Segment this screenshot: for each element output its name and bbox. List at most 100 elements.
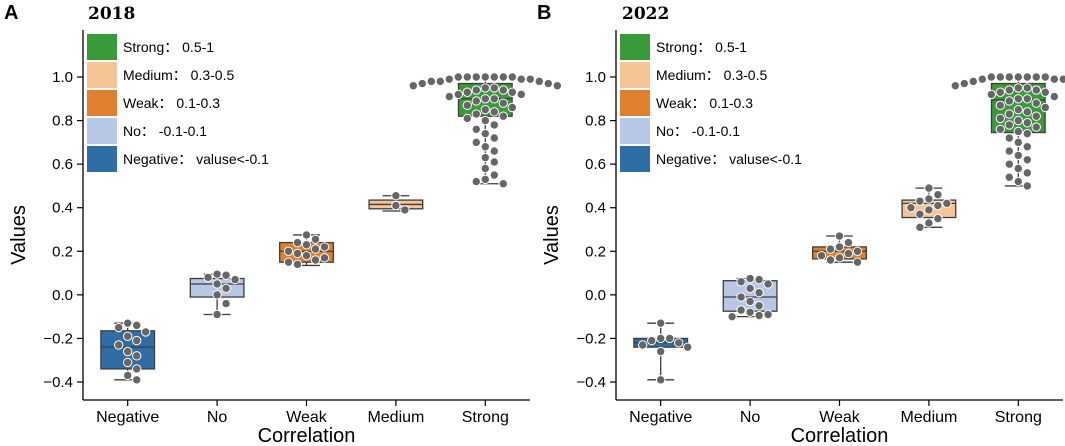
panel-a-strong-point — [489, 120, 499, 130]
panel-b-strong-point — [1013, 83, 1023, 93]
panel-b-weak-point — [852, 246, 863, 256]
panel-a-weak-point — [319, 253, 330, 263]
panel-b-weak-point — [834, 253, 845, 263]
panel-a-strong-point — [525, 74, 535, 84]
panel-b-legend-label-weak: Weak： 0.1-0.3 — [656, 95, 753, 111]
panel-b-no-point — [736, 292, 746, 302]
panel-a-no-point — [212, 309, 222, 320]
panel-a-strong-point — [471, 72, 481, 82]
panel-b-y-tick-label: 0.4 — [585, 200, 606, 217]
panel-b-legend-swatch-weak — [620, 90, 650, 116]
panel-a-weak-point — [283, 257, 294, 267]
panel-b-strong-point — [977, 74, 987, 84]
panel-a-no-point — [230, 274, 240, 285]
panel-a-strong-point — [489, 94, 499, 104]
panel-b-y-tick-label: 0.8 — [585, 113, 606, 130]
panel-a-x-tick-label-negative: Negative — [96, 409, 159, 426]
panel-a-y-tick-label: −0.2 — [43, 330, 73, 347]
panel-a-negative-point — [132, 351, 142, 361]
panel-a-strong-point — [489, 107, 499, 117]
panel-b-weak-point — [825, 244, 836, 254]
panel-a-y-tick-label: 0.4 — [52, 200, 73, 217]
panel-a-strong-point — [471, 109, 481, 119]
panel-b-strong-point — [1049, 74, 1060, 84]
panel-a-strong-point — [480, 174, 490, 185]
panel-b-strong-point — [1004, 120, 1014, 130]
panel-b-medium-point — [906, 203, 916, 213]
panel-b-strong-point — [1040, 72, 1051, 82]
panel-a-strong-point — [534, 76, 544, 87]
panel-a-negative-point — [123, 346, 133, 357]
panel-b-strong-point — [995, 87, 1005, 97]
panel-a-strong-point — [480, 163, 490, 174]
panel-a-strong-point — [462, 72, 472, 82]
panel-b-strong-point — [1013, 176, 1023, 187]
panel-a-medium-point — [391, 191, 401, 201]
panel-b-strong-point — [1022, 155, 1033, 165]
panel-b-strong-point — [1013, 72, 1023, 82]
panel-b-medium-point — [933, 200, 943, 211]
panel-a-strong-point — [471, 85, 481, 95]
panel-b-no-point — [745, 296, 755, 307]
panel-a-no-point — [221, 270, 231, 280]
panel-a-negative-point — [132, 375, 142, 385]
panel-a-negative-point — [123, 331, 133, 341]
panel-b-strong-point — [1022, 142, 1033, 152]
panel-b-strong-point — [1031, 111, 1042, 121]
panel-b-x-axis-label: Correlation — [791, 425, 889, 446]
panel-a-legend-swatch-no — [87, 118, 117, 144]
panel-b-strong-point — [1004, 172, 1014, 182]
panel-a-medium-point — [400, 205, 410, 215]
panel-b-negative-point — [656, 318, 666, 328]
panel-a-strong-point — [471, 176, 481, 187]
panel-b-strong-point — [1031, 98, 1042, 108]
panel-b-negative-point — [638, 340, 648, 350]
panel-a-strong-point — [462, 100, 472, 111]
panel-a-strong-point — [498, 179, 508, 189]
panel-b-strong-point — [968, 76, 978, 87]
panel-a-strong-point — [507, 102, 517, 113]
panel-b-y-tick-label: 0.6 — [585, 156, 606, 173]
panel-b-medium-point — [915, 196, 925, 206]
panel-b-strong-point — [995, 100, 1005, 111]
panel-b-weak-point — [816, 250, 827, 261]
panel-b-medium-point — [924, 183, 934, 193]
panel-a-x-tick-label-medium: Medium — [367, 409, 424, 426]
panel-b-legend-swatch-no — [620, 118, 650, 144]
panel-b-chart: −0.4 −0.2 0.0 0.2 0.4 0.6 0.8 1.0 Negative No Weak… — [541, 30, 1065, 446]
panel-b-strong-point — [1004, 96, 1014, 106]
panel-a-strong-point — [435, 76, 445, 87]
panel-b-no-point — [754, 310, 764, 321]
panel-b-strong-point — [959, 78, 969, 89]
panel-a-no-point — [212, 290, 222, 300]
panel-a-legend-swatch-strong — [87, 34, 117, 60]
panel-b-medium-point — [915, 222, 925, 233]
panel-b-strong-point — [1004, 85, 1014, 95]
panel-b-strong-point — [1058, 74, 1065, 84]
panel-b-strong-point — [986, 89, 996, 100]
panel-a-legend-label-medium: Medium： 0.3-0.5 — [123, 67, 234, 83]
panel-b-x-tick-label-strong: Strong — [995, 409, 1042, 426]
panel-a-strong-point — [480, 83, 490, 93]
panel-a-legend-label-negative: Negative： valuse<-0.1 — [123, 151, 269, 167]
panel-a-negative-point — [123, 357, 133, 368]
panel-a-strong-point — [489, 146, 499, 156]
panel-a-no-point — [212, 279, 222, 289]
panel-b-negative-point — [647, 335, 657, 346]
panel-b-strong-point — [1022, 118, 1033, 128]
panel-a-negative-point — [123, 318, 133, 328]
panel-a-strong-point — [552, 81, 562, 91]
panel-a-strong-point — [444, 91, 454, 102]
panel-a-no-point — [221, 298, 231, 309]
panel-a-strong-point — [489, 170, 499, 180]
panel-a-legend-label-no: No： -0.1-0.1 — [123, 123, 207, 139]
panel-a-strong-point — [408, 81, 418, 91]
panel-a-strong-point — [462, 87, 472, 97]
panel-b-strong-point — [995, 124, 1005, 134]
panel-a-strong-point — [471, 124, 481, 134]
panel-b-legend-label-negative: Negative： valuse<-0.1 — [656, 151, 802, 167]
panel-b-medium-point — [933, 213, 943, 224]
panel-b-strong-point — [1013, 104, 1023, 115]
panel-b-no-point — [745, 283, 755, 294]
panel-b-y-tick-label: −0.2 — [576, 330, 606, 347]
